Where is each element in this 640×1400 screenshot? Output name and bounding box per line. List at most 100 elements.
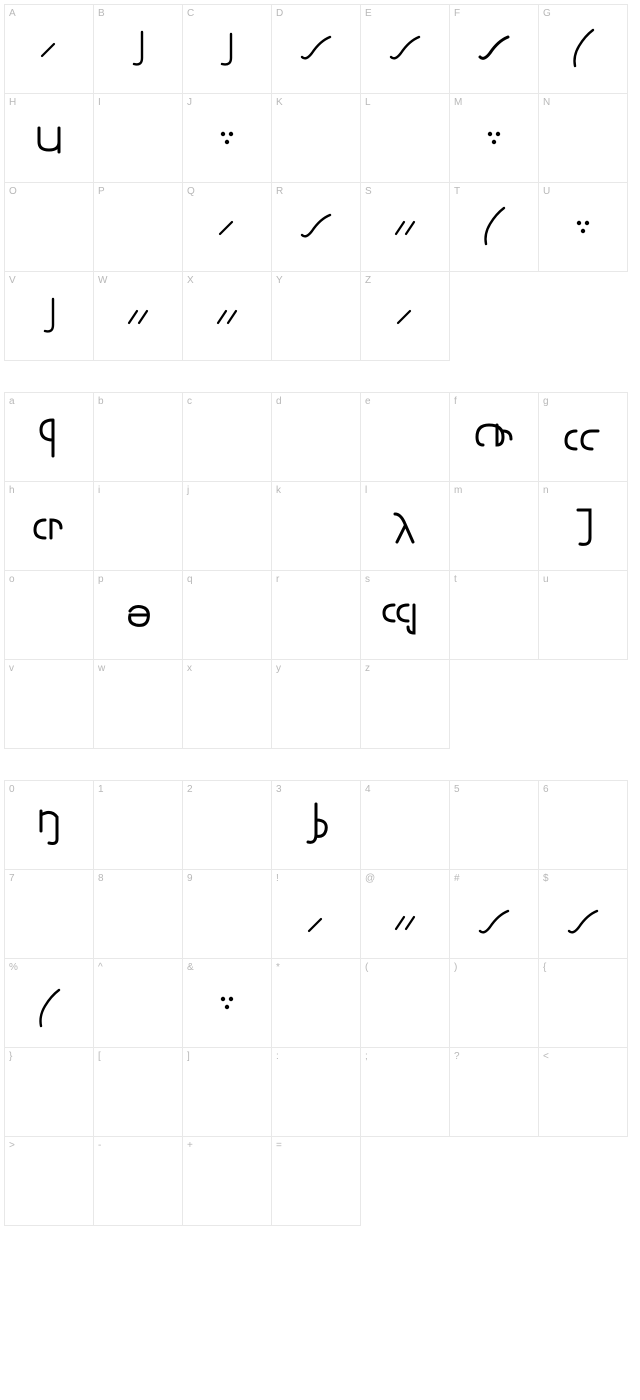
glyph-cell: T bbox=[449, 182, 539, 272]
section-digits-symbols: 0123456789!@#$%^&*(){}[]:;?<>-+= bbox=[4, 780, 636, 1225]
glyph-dbl-acute-low bbox=[361, 870, 449, 958]
glyph-cell: W bbox=[93, 271, 183, 361]
glyph-cell: @ bbox=[360, 869, 450, 959]
glyph-cell: V bbox=[4, 271, 94, 361]
glyph-cell: 5 bbox=[449, 780, 539, 870]
cell-label: 8 bbox=[98, 873, 104, 884]
glyph-cell: 4 bbox=[360, 780, 450, 870]
glyph-dbl-acute bbox=[94, 272, 182, 360]
glyph-cell: o bbox=[4, 570, 94, 660]
glyph-cell: R bbox=[271, 182, 361, 272]
glyph-tri-dots bbox=[183, 959, 271, 1047]
cell-label: Y bbox=[276, 275, 283, 286]
glyph-cell: y bbox=[271, 659, 361, 749]
glyph-tengwar-loop bbox=[450, 393, 538, 481]
glyph-acute-short bbox=[183, 183, 271, 271]
glyph-cell: - bbox=[93, 1136, 183, 1226]
glyph-cell: 1 bbox=[93, 780, 183, 870]
cell-label: : bbox=[276, 1051, 279, 1062]
glyph-cell: 0 bbox=[4, 780, 94, 870]
cell-label: q bbox=[187, 574, 193, 585]
glyph-cell: ^ bbox=[93, 958, 183, 1048]
cell-label: O bbox=[9, 186, 17, 197]
cell-label: > bbox=[9, 1140, 15, 1151]
glyph-cell: b bbox=[93, 392, 183, 482]
glyph-cell: H bbox=[4, 93, 94, 183]
glyph-cell: { bbox=[538, 958, 628, 1048]
glyph-cell: r bbox=[271, 570, 361, 660]
glyph-acute-short-low bbox=[272, 870, 360, 958]
glyph-cell: [ bbox=[93, 1047, 183, 1137]
glyph-cell: w bbox=[93, 659, 183, 749]
glyph-cell: Q bbox=[182, 182, 272, 272]
cell-label: v bbox=[9, 663, 14, 674]
glyph-cell: z bbox=[360, 659, 450, 749]
glyph-tri-dots bbox=[539, 183, 627, 271]
glyph-cell: p bbox=[93, 570, 183, 660]
glyph-cell: * bbox=[271, 958, 361, 1048]
glyph-cell: J bbox=[182, 93, 272, 183]
glyph-u-char bbox=[5, 94, 93, 182]
glyph-cell: f bbox=[449, 392, 539, 482]
glyph-eng bbox=[5, 781, 93, 869]
glyph-cell: 3 bbox=[271, 780, 361, 870]
cell-label: - bbox=[98, 1140, 102, 1151]
cell-label: c bbox=[187, 396, 192, 407]
glyph-grid: 0123456789!@#$%^&*(){}[]:;?<>-+= bbox=[4, 780, 636, 1225]
glyph-cell: 9 bbox=[182, 869, 272, 959]
glyph-swoosh-tall bbox=[450, 183, 538, 271]
glyph-cell: X bbox=[182, 271, 272, 361]
glyph-cell: A bbox=[4, 4, 94, 94]
glyph-cell: Y bbox=[271, 271, 361, 361]
glyph-cell: d bbox=[271, 392, 361, 482]
cell-label: 7 bbox=[9, 873, 15, 884]
cell-label: = bbox=[276, 1140, 282, 1151]
cell-label: ^ bbox=[98, 962, 103, 973]
glyph-cell: G bbox=[538, 4, 628, 94]
cell-label: I bbox=[98, 97, 101, 108]
cell-label: P bbox=[98, 186, 105, 197]
glyph-cell: L bbox=[360, 93, 450, 183]
cell-label: k bbox=[276, 485, 281, 496]
glyph-cell: O bbox=[4, 182, 94, 272]
glyph-swoosh-check bbox=[361, 5, 449, 93]
cell-label: [ bbox=[98, 1051, 101, 1062]
glyph-cell: = bbox=[271, 1136, 361, 1226]
glyph-cell: P bbox=[93, 182, 183, 272]
glyph-cell: S bbox=[360, 182, 450, 272]
cell-label: 5 bbox=[454, 784, 460, 795]
glyph-swoosh-check-bold bbox=[450, 5, 538, 93]
cell-label: L bbox=[365, 97, 371, 108]
cell-label: ) bbox=[454, 962, 458, 973]
glyph-tri-dots bbox=[183, 94, 271, 182]
glyph-cell: Z bbox=[360, 271, 450, 361]
cell-label: { bbox=[543, 962, 547, 973]
glyph-cell: i bbox=[93, 481, 183, 571]
glyph-dbl-acute bbox=[183, 272, 271, 360]
cell-label: 2 bbox=[187, 784, 193, 795]
glyph-cell: ) bbox=[449, 958, 539, 1048]
glyph-hook-down-left bbox=[94, 5, 182, 93]
glyph-tengwar-cc bbox=[539, 393, 627, 481]
cell-label: < bbox=[543, 1051, 549, 1062]
glyph-cell: U bbox=[538, 182, 628, 272]
glyph-cell: F bbox=[449, 4, 539, 94]
glyph-swoosh-tall-low bbox=[5, 959, 93, 1047]
glyph-tengwar-ccq bbox=[361, 571, 449, 659]
glyph-hook-down-left bbox=[5, 272, 93, 360]
cell-label: r bbox=[276, 574, 280, 585]
glyph-cell: a bbox=[4, 392, 94, 482]
glyph-cell: v bbox=[4, 659, 94, 749]
glyph-cell: l bbox=[360, 481, 450, 571]
glyph-dbl-acute bbox=[361, 183, 449, 271]
glyph-cell: 7 bbox=[4, 869, 94, 959]
cell-label: ] bbox=[187, 1051, 190, 1062]
cell-label: N bbox=[543, 97, 551, 108]
cell-label: K bbox=[276, 97, 283, 108]
glyph-cell: % bbox=[4, 958, 94, 1048]
glyph-tengwar-cr bbox=[5, 482, 93, 570]
glyph-cell: g bbox=[538, 392, 628, 482]
glyph-cell: < bbox=[538, 1047, 628, 1137]
glyph-cell: n bbox=[538, 481, 628, 571]
glyph-grid: ABCDEFGHIJKLMNOPQRSTUVWXYZ bbox=[4, 4, 636, 360]
